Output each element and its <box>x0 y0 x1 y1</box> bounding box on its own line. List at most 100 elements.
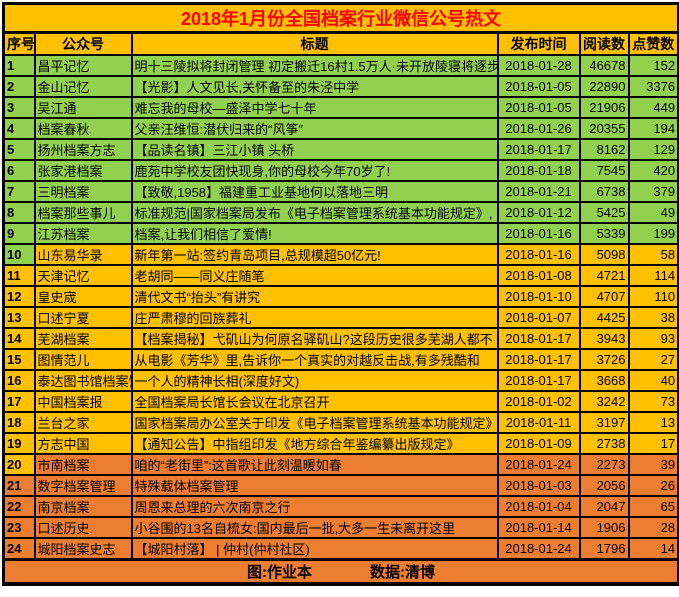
cell-reads: 1796 <box>578 537 630 561</box>
cell-no: 13 <box>2 306 36 329</box>
cell-account: 扬州档案方志 <box>33 138 133 161</box>
col-header-account: 公众号 <box>33 31 133 56</box>
table-title-row: 2018年1月份全国档案行业微信公号热文 <box>2 2 679 34</box>
cell-date: 2018-01-17 <box>496 138 581 161</box>
cell-no: 17 <box>2 390 36 413</box>
cell-likes: 39 <box>627 453 679 476</box>
cell-title: 【通知公告】中指组印发《地方综合年鉴编纂出版规定》 <box>130 432 499 455</box>
cell-no: 23 <box>2 516 36 539</box>
cell-date: 2018-01-28 <box>496 54 581 77</box>
cell-account: 吴江通 <box>33 96 133 119</box>
cell-date: 2018-01-12 <box>496 201 581 224</box>
cell-date: 2018-01-21 <box>496 180 581 203</box>
cell-account: 市南档案 <box>33 453 133 476</box>
cell-reads: 3726 <box>578 348 630 371</box>
cell-title: 标准规范|国家档案局发布《电子档案管理系统基本功能规定》, <box>130 201 499 224</box>
cell-account: 江苏档案 <box>33 222 133 245</box>
cell-likes: 194 <box>627 117 679 140</box>
table-row: 11 天津记忆 老胡同——同义庄随笔 2018-01-08 4721 114 <box>2 264 679 287</box>
cell-reads: 4721 <box>578 264 630 287</box>
table-body: 1 昌平记忆 明十三陵拟将封闭管理 初定搬迁16村1.5万人·未开放陵寝将逐步 201… <box>2 54 679 561</box>
cell-account: 皇史宬 <box>33 285 133 308</box>
table-row: 4 档案春秋 父亲汪维恒:潜伏归来的“风筝” 2018-01-26 20355 194 <box>2 117 679 140</box>
table-row: 8 档案那些事儿 标准规范|国家档案局发布《电子档案管理系统基本功能规定》, 2018… <box>2 201 679 224</box>
cell-no: 15 <box>2 348 36 371</box>
table-row: 24 城阳档案史志 【城阳村落】 | 仲村(仲村社区) 2018-01-24 1796 1… <box>2 537 679 561</box>
cell-date: 2018-01-17 <box>496 327 581 350</box>
cell-no: 19 <box>2 432 36 455</box>
cell-reads: 7545 <box>578 159 630 182</box>
table-row: 5 扬州档案方志 【品读名镇】三江小镇 头桥 2018-01-17 8162 129 <box>2 138 679 161</box>
cell-account: 南京档案 <box>33 495 133 518</box>
cell-likes: 420 <box>627 159 679 182</box>
page-title: 2018年1月份全国档案行业微信公号热文 <box>2 2 679 34</box>
cell-no: 2 <box>2 75 36 98</box>
cell-reads: 22890 <box>578 75 630 98</box>
hot-articles-table: 2018年1月份全国档案行业微信公号热文 序号 公众号 标题 发布时间 阅读数 … <box>2 2 679 586</box>
cell-likes: 379 <box>627 180 679 203</box>
cell-title: 【品读名镇】三江小镇 头桥 <box>130 138 499 161</box>
cell-no: 3 <box>2 96 36 119</box>
cell-likes: 129 <box>627 138 679 161</box>
cell-no: 21 <box>2 474 36 497</box>
cell-likes: 449 <box>627 96 679 119</box>
cell-reads: 3668 <box>578 369 630 392</box>
table-row: 20 市南档案 咱的“老街里”:这首歌让此刻温暖如春 2018-01-24 2273 39 <box>2 453 679 476</box>
cell-date: 2018-01-14 <box>496 516 581 539</box>
cell-account: 档案那些事儿 <box>33 201 133 224</box>
cell-account: 天津记忆 <box>33 264 133 287</box>
cell-reads: 1906 <box>578 516 630 539</box>
cell-no: 20 <box>2 453 36 476</box>
cell-title: 鹿苑中学校友团快现身,你的母校今年70岁了! <box>130 159 499 182</box>
cell-account: 昌平记忆 <box>33 54 133 77</box>
cell-likes: 40 <box>627 369 679 392</box>
cell-account: 泰达图书馆档案馆 <box>33 369 133 392</box>
cell-no: 1 <box>2 54 36 77</box>
cell-reads: 20355 <box>578 117 630 140</box>
credit-image-label: 图:作业本 <box>247 564 313 581</box>
cell-likes: 93 <box>627 327 679 350</box>
cell-reads: 8162 <box>578 138 630 161</box>
cell-account: 张家港档案 <box>33 159 133 182</box>
table-row: 9 江苏档案 档案,让我们相信了爱情! 2018-01-16 5339 199 <box>2 222 679 245</box>
cell-date: 2018-01-16 <box>496 222 581 245</box>
table-row: 17 中国档案报 全国档案局长馆长会议在北京召开 2018-01-02 3242 73 <box>2 390 679 413</box>
table-row: 16 泰达图书馆档案馆 一个人的精神长相(深度好文) 2018-01-17 3668 40 <box>2 369 679 392</box>
cell-likes: 73 <box>627 390 679 413</box>
cell-reads: 2738 <box>578 432 630 455</box>
cell-likes: 27 <box>627 348 679 371</box>
cell-reads: 2056 <box>578 474 630 497</box>
cell-title: 庄严肃穆的回族葬礼 <box>130 306 499 329</box>
cell-likes: 3376 <box>627 75 679 98</box>
cell-date: 2018-01-11 <box>496 411 581 434</box>
cell-date: 2018-01-07 <box>496 306 581 329</box>
table-row: 7 三明档案 【致敬,1958】福建重工业基地何以落地三明 2018-01-21 673… <box>2 180 679 203</box>
cell-no: 12 <box>2 285 36 308</box>
credits-cell: 图:作业本 数据:清博 <box>2 558 679 586</box>
cell-account: 口述宁夏 <box>33 306 133 329</box>
table-row: 1 昌平记忆 明十三陵拟将封闭管理 初定搬迁16村1.5万人·未开放陵寝将逐步 201… <box>2 54 679 77</box>
table-row: 21 数字档案管理 特殊载体档案管理 2018-01-03 2056 26 <box>2 474 679 497</box>
cell-date: 2018-01-24 <box>496 537 581 561</box>
cell-no: 5 <box>2 138 36 161</box>
table-row: 6 张家港档案 鹿苑中学校友团快现身,你的母校今年70岁了! 2018-01-18 75… <box>2 159 679 182</box>
cell-reads: 5339 <box>578 222 630 245</box>
cell-likes: 28 <box>627 516 679 539</box>
cell-likes: 58 <box>627 243 679 266</box>
column-header-row: 序号 公众号 标题 发布时间 阅读数 点赞数 <box>2 31 679 56</box>
table-row: 18 兰台之家 国家档案局办公室关于印发《电子档案管理系统基本功能规定》 2018-0… <box>2 411 679 434</box>
table-row: 22 南京档案 周恩来总理的六次南京之行 2018-01-04 2047 65 <box>2 495 679 518</box>
cell-reads: 46678 <box>578 54 630 77</box>
cell-likes: 114 <box>627 264 679 287</box>
cell-title: 咱的“老街里”:这首歌让此刻温暖如春 <box>130 453 499 476</box>
table-row: 12 皇史宬 清代文书“抬头”有讲究 2018-01-10 4707 110 <box>2 285 679 308</box>
cell-account: 方志中国 <box>33 432 133 455</box>
cell-title: 一个人的精神长相(深度好文) <box>130 369 499 392</box>
cell-likes: 110 <box>627 285 679 308</box>
cell-date: 2018-01-24 <box>496 453 581 476</box>
cell-reads: 5425 <box>578 201 630 224</box>
cell-date: 2018-01-08 <box>496 264 581 287</box>
cell-title: 【光影】人文见长,关怀备至的朱泾中学 <box>130 75 499 98</box>
cell-account: 兰台之家 <box>33 411 133 434</box>
